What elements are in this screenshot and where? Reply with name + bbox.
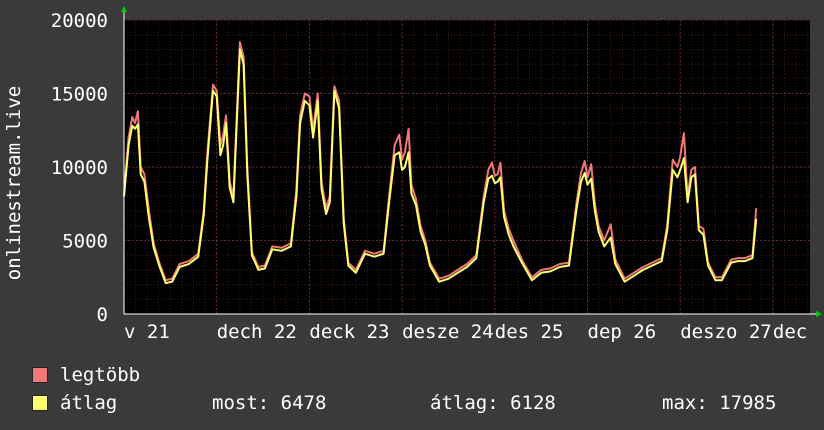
x-tick-label: deck 23 <box>309 321 389 343</box>
y-tick-label: 5000 <box>62 231 108 253</box>
stat-now: most: 6478 <box>212 392 327 414</box>
x-axis-arrow <box>816 311 822 317</box>
legend-item-legtobb: legtöbb <box>32 364 140 386</box>
y-tick-label: 0 <box>97 304 108 326</box>
y-tick-label: 20000 <box>51 10 108 32</box>
legend-item-atlag: átlag <box>32 392 117 414</box>
x-tick-label: dec <box>773 321 807 343</box>
x-tick-label: des 25 <box>495 321 564 343</box>
atlag-swatch <box>32 395 48 411</box>
legtobb-swatch <box>32 367 48 383</box>
stat-average: átlag: 6128 <box>430 392 556 414</box>
y-axis-label: onlinestream.live <box>3 86 25 280</box>
legend-label-legtobb: legtöbb <box>60 364 141 386</box>
y-tick-label: 15000 <box>51 84 108 106</box>
x-tick-label: dep 26 <box>588 321 657 343</box>
stat-max: max: 17985 <box>662 392 777 414</box>
y-axis-arrow <box>121 6 127 12</box>
x-tick-label: dech 22 <box>217 321 297 343</box>
series-line-atlag <box>123 48 758 285</box>
y-tick-label: 10000 <box>51 157 108 179</box>
x-tick-label: desze 24 <box>402 321 494 343</box>
x-tick-label: v 21 <box>124 321 170 343</box>
legend-label-atlag: átlag <box>60 392 118 414</box>
x-tick-label: deszo 27 <box>680 321 772 343</box>
